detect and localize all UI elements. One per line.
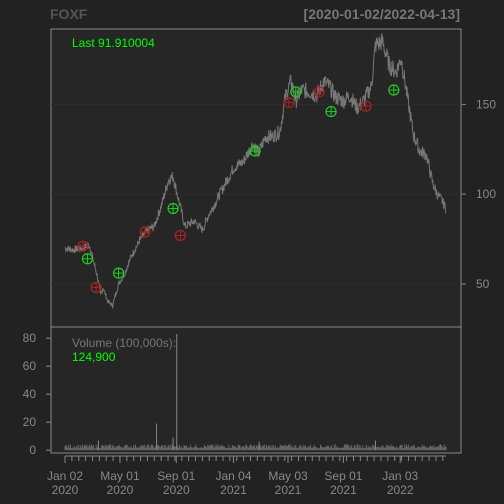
volume-tick-label: 40	[23, 387, 37, 401]
sell-signal-marker	[313, 86, 325, 98]
buy-signal-marker	[167, 202, 179, 215]
sell-signal-marker	[174, 229, 186, 242]
price-tick-label: 150	[476, 97, 496, 111]
x-tick-label: Jan 03	[382, 469, 418, 483]
x-tick-year: 2020	[52, 483, 79, 497]
x-tick-year: 2021	[220, 483, 247, 497]
sell-signal-marker	[360, 100, 372, 112]
buy-signal-marker	[112, 267, 125, 279]
buy-signal-marker	[81, 253, 94, 265]
x-tick-label: Sep 01	[157, 469, 195, 483]
x-tick-year: 2020	[163, 483, 190, 497]
price-tick-label: 100	[476, 187, 496, 201]
x-tick-year: 2020	[107, 483, 134, 497]
buy-signal-marker	[325, 105, 337, 118]
last-price-label: Last 91.910004	[72, 36, 155, 50]
volume-tick-label: 80	[23, 331, 37, 345]
volume-tick-label: 0	[29, 443, 36, 457]
x-tick-label: May 03	[268, 469, 308, 483]
sell-signal-marker	[90, 281, 102, 294]
volume-panel	[50, 326, 462, 454]
x-tick-label: Jan 02	[47, 469, 83, 483]
price-tick-label: 50	[476, 277, 490, 291]
buy-signal-marker	[249, 145, 261, 157]
symbol-title: FOXF	[50, 6, 88, 22]
x-tick-year: 2021	[275, 483, 302, 497]
volume-tick-label: 20	[23, 415, 37, 429]
volume-label: Volume (100,000s):	[72, 336, 176, 350]
sell-signal-marker	[139, 226, 151, 238]
buy-signal-marker	[388, 84, 400, 96]
x-tick-year: 2021	[330, 483, 357, 497]
x-tick-label: May 01	[100, 469, 140, 483]
price-panel	[50, 28, 462, 328]
sell-signal-marker	[77, 240, 89, 252]
volume-tick-label: 60	[23, 359, 37, 373]
volume-last-value: 124,900	[72, 350, 116, 364]
x-tick-year: 2022	[387, 483, 414, 497]
x-tick-label: Sep 01	[324, 469, 362, 483]
sell-signal-marker	[283, 97, 295, 109]
buy-signal-marker	[290, 86, 302, 98]
date-range-title: [2020-01-02/2022-04-13]	[303, 6, 460, 22]
x-tick-label: Jan 04	[216, 469, 252, 483]
